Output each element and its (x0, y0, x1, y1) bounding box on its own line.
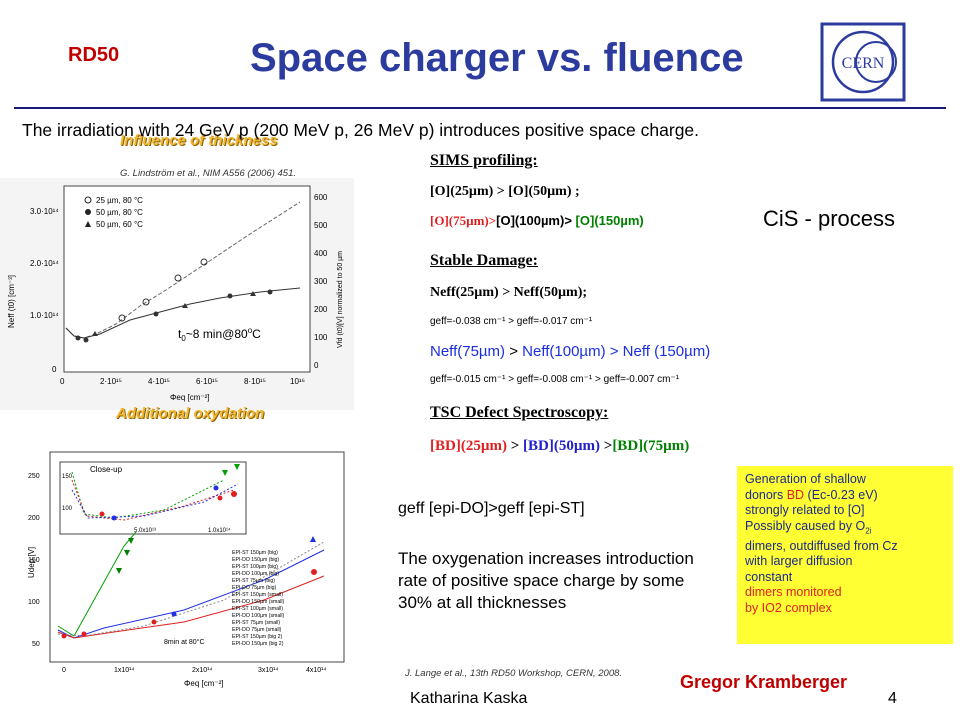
slide-title: Space charger vs. fluence (250, 36, 744, 80)
p1-y2tick: 500 (314, 221, 328, 230)
p2-legend: EPI-DO 150µm (big) (232, 557, 279, 563)
logo-text: CERN (842, 55, 885, 72)
sims-line-1: [O](25µm) > [O](50µm) ; (430, 184, 580, 199)
p1-ylabel: Neff (t0) [cm⁻³] (7, 275, 16, 328)
p1-xtick: 4·10¹⁵ (148, 377, 170, 386)
p1-y2label: Vfd (t0)[V] normalized to 50 µm (337, 251, 344, 348)
stable-line-3: Neff(75µm) > Neff(100µm) > Neff (150µm) (430, 343, 711, 360)
additional-oxydation-heading: Additional oxydation (116, 405, 265, 422)
p2-ytick: 100 (28, 599, 40, 606)
p2-legend: EPI-DO 75µm (big) (232, 585, 276, 591)
p1-legend: 50 µm, 80 °C (96, 208, 143, 217)
tsc-heading: TSC Defect Spectroscopy: (430, 404, 609, 421)
p1-legend: 50 µm, 60 °C (96, 220, 143, 229)
p2-xlabel: Φeq [cm⁻²] (184, 679, 224, 688)
p1-ytick: 0 (52, 365, 57, 374)
p2-legend: EPI-DO 100µm (big) (232, 571, 279, 577)
oxygenation-text: The oxygenation increases introduction r… (398, 549, 694, 612)
p2-ytick: 200 (28, 515, 40, 522)
p1-y2tick: 0 (314, 361, 319, 370)
p1-y2tick: 400 (314, 249, 328, 258)
p1-legend: 25 µm, 80 °C (96, 196, 143, 205)
p2-xtick: 3x10¹⁴ (258, 667, 279, 674)
geff-comparison: geff [epi-DO]>geff [epi-ST] (398, 500, 585, 517)
stable-line-2: geff=-0.038 cm⁻¹ > geff=-0.017 cm⁻¹ (430, 316, 593, 327)
p2-annotation: 8min at 80°C (164, 638, 205, 646)
p2-ylabel: Udep [V] (27, 547, 36, 578)
neff-fluence-plot: 3.0·10¹⁴ 2.0·10¹⁴ 1.0·10¹⁴ 0 Neff (t0) [… (0, 178, 354, 410)
udep-fluence-plot: 250 200 150 100 50 Udep [V] 0 1x10¹⁴ 2x1… (24, 450, 354, 690)
p2-legend: EPI-DO 150µm (small) (232, 599, 285, 605)
presenter-name: Gregor Kramberger (680, 672, 848, 692)
closeup-ytick: 100 (62, 506, 73, 512)
p2-ytick: 50 (32, 641, 40, 648)
p1-ytick: 2.0·10¹⁴ (30, 259, 59, 268)
intro-text: The irradiation with 24 GeV p (200 MeV p… (22, 120, 700, 140)
citation-lindstrom: G. Lindström et al., NIM A556 (2006) 451… (120, 168, 297, 179)
p2-legend: EPI-ST 150µm (small) (232, 592, 283, 598)
sims-heading: SIMS profiling: (430, 152, 538, 169)
p2-xtick: 1x10¹⁴ (114, 667, 135, 674)
p1-xtick: 2·10¹⁵ (100, 377, 122, 386)
p2-ytick: 150 (28, 557, 40, 564)
p2-legend: EPI-ST 100µm (small) (232, 606, 283, 612)
p2-legend: EPI-ST 75µm (small) (232, 620, 280, 626)
p1-xtick: 0 (60, 377, 65, 386)
p1-y2tick: 100 (314, 333, 328, 342)
p1-xtick: 8·10¹⁵ (244, 377, 266, 386)
p1-y2tick: 200 (314, 305, 328, 314)
cern-logo: CERN (820, 22, 906, 102)
p2-ytick: 250 (28, 473, 40, 480)
p1-ytick: 3.0·10¹⁴ (30, 207, 59, 216)
page-number: 4 (888, 690, 897, 707)
p2-legend: EPI-ST 150µm (big 2) (232, 634, 282, 640)
closeup-xtick: 5.0x10¹³ (134, 528, 156, 534)
shallow-donor-note: Generation of shallow donors BD (Ec-0.23… (737, 466, 953, 644)
p1-y2tick: 600 (314, 193, 328, 202)
p1-xtick: 10¹⁶ (290, 377, 305, 386)
rd50-label: RD50 (68, 44, 120, 66)
stable-line-1: Neff(25µm) > Neff(50µm); (430, 285, 588, 300)
stable-damage-heading: Stable Damage: (430, 252, 538, 269)
p1-ytick: 1.0·10¹⁴ (30, 311, 59, 320)
sims-line-2: [O](75µm)>[O](100µm)> [O](150µm) (430, 213, 644, 228)
p1-xlabel: Φeq [cm⁻²] (170, 393, 210, 402)
p2-xtick: 4x10¹⁴ (306, 667, 327, 674)
author-name: Katharina Kaska (410, 690, 528, 707)
header-divider (14, 107, 946, 109)
p2-legend: EPI-DO 75µm (small) (232, 627, 282, 633)
influence-heading: Influence of thickness (120, 132, 278, 149)
p2-legend: EPI-ST 150µm (big) (232, 550, 278, 556)
stable-line-4: geff=-0.015 cm⁻¹ > geff=-0.008 cm⁻¹ > ge… (430, 374, 680, 385)
p2-xtick: 0 (62, 667, 66, 674)
closeup-xtick: 1.0x10¹⁴ (208, 527, 231, 534)
tsc-line: [BD](25µm) > [BD](50µm) >[BD](75µm) (430, 438, 690, 454)
p2-xtick: 2x10¹⁴ (192, 667, 213, 674)
p1-xtick: 6·10¹⁵ (196, 377, 218, 386)
p2-legend: EPI-ST 75µm (big) (232, 578, 275, 584)
p1-y2tick: 300 (314, 277, 328, 286)
cis-process-label: CiS - process (763, 206, 896, 231)
closeup-ytick: 150 (62, 474, 73, 480)
citation-lange: J. Lange et al., 13th RD50 Workshop, CER… (405, 668, 623, 679)
closeup-label: Close-up (90, 465, 123, 474)
p1-annotation: t0~8 min@80oC (178, 326, 261, 343)
p2-legend: EPI-DO 150µm (big 2) (232, 641, 284, 647)
p2-legend: EPI-ST 100µm (big) (232, 564, 278, 570)
p2-legend: EPI-DO 100µm (small) (232, 613, 285, 619)
